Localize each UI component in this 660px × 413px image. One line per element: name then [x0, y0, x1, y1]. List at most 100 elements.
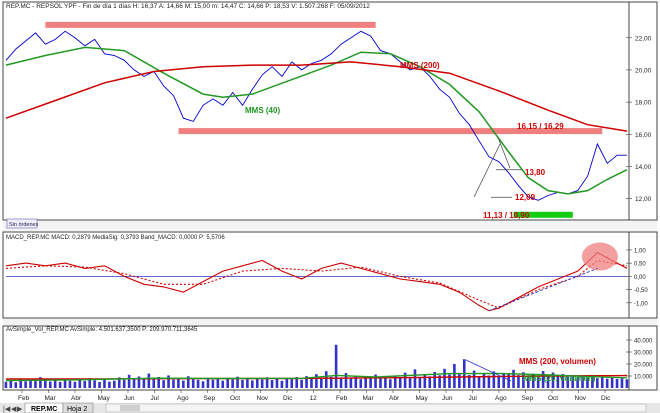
- volume-bar: [591, 376, 594, 388]
- volume-bar: [251, 380, 254, 388]
- volume-bar: [295, 377, 298, 388]
- volume-bar: [472, 370, 476, 388]
- x-axis-layer: Feb Mar Abr May Jun Jul Ago Sep Oct Nov Dic 12 Feb Ma…: [18, 390, 611, 402]
- volume-bar: [389, 379, 392, 388]
- volume-bar: [137, 376, 141, 388]
- volume-bar: [384, 377, 387, 388]
- volume-bar: [418, 377, 422, 388]
- volume-bar: [556, 375, 560, 388]
- volume-bar: [596, 378, 599, 388]
- horizontal-scrollbar[interactable]: [105, 403, 647, 413]
- x-tick-label: Mar: [45, 395, 57, 402]
- volume-bar: [206, 378, 210, 388]
- volume-bar: [497, 376, 501, 388]
- support-line-support: [178, 128, 603, 135]
- orders-badge-box[interactable]: [6, 218, 38, 229]
- splitter-2[interactable]: [3, 319, 657, 325]
- volume-axis-panel: [628, 325, 658, 391]
- price-tick-label: 20,00: [635, 67, 652, 74]
- volume-bar: [428, 376, 432, 388]
- volume-bar: [231, 379, 234, 388]
- tab-next-button[interactable]: ▶: [17, 406, 23, 413]
- volume-bar: [620, 378, 624, 388]
- volume-bar: [334, 344, 338, 388]
- volume-bar: [157, 376, 160, 388]
- volume-tick-label: 30.000: [634, 351, 653, 357]
- x-tick-label: 12: [310, 395, 318, 402]
- x-tick-label: Oct: [548, 395, 558, 402]
- volume-bar: [487, 375, 491, 388]
- volume-bar: [571, 375, 574, 388]
- x-tick-label: Feb: [336, 395, 348, 402]
- volume-bar: [162, 380, 165, 388]
- volume-bar: [265, 377, 269, 388]
- volume-bar: [241, 379, 244, 388]
- splitter-1[interactable]: [3, 221, 657, 231]
- price-axis-panel: [628, 1, 658, 221]
- annotation-label: MMS (40): [245, 106, 280, 115]
- volume-bar: [364, 376, 367, 388]
- x-tick-label: May: [98, 395, 111, 402]
- macd-trend-line: [488, 268, 598, 312]
- volume-bar: [103, 379, 106, 388]
- volume-bar: [625, 379, 629, 388]
- volume-bar: [561, 374, 565, 388]
- volume-bar: [19, 379, 22, 388]
- volume-bar: [522, 372, 525, 388]
- volume-bar: [507, 374, 510, 388]
- volume-bar: [191, 379, 195, 388]
- tab-prev-button[interactable]: ◀: [11, 406, 17, 413]
- volume-bar: [477, 376, 481, 388]
- volume-bar: [605, 378, 609, 388]
- volume-bar: [527, 376, 530, 388]
- tab-hoja-2[interactable]: [62, 402, 94, 413]
- volume-bar: [344, 373, 348, 388]
- volume-tick-label: 20.000: [634, 363, 653, 369]
- volume-bar: [566, 376, 570, 388]
- tab-rep-mc-label: REP.MC: [31, 406, 57, 413]
- volume-bar: [246, 378, 249, 388]
- volume-average-line: [5, 372, 628, 382]
- volume-bar: [517, 375, 520, 388]
- sheet-tab-bar: |◀ ◀ ▶ REP.MC Hoja 2: [0, 402, 660, 413]
- annotation-label: 12,09: [515, 193, 536, 202]
- volume-bar: [615, 378, 619, 388]
- x-tick-label: Feb: [18, 395, 30, 402]
- volume-bar: [260, 379, 264, 388]
- volume-bar: [339, 377, 343, 388]
- volume-bar: [58, 381, 62, 388]
- volume-bar: [536, 375, 540, 388]
- volume-bar: [438, 375, 441, 388]
- x-tick-label: Ago: [495, 395, 507, 402]
- macd-panel: [2, 231, 630, 319]
- volume-bar: [300, 379, 303, 388]
- volume-bar: [349, 378, 353, 388]
- volume-bar: [290, 379, 294, 388]
- volume-bar: [379, 378, 382, 388]
- trend-line: [473, 143, 501, 198]
- volume-bar: [502, 372, 505, 388]
- moving-average-line: [5, 46, 628, 195]
- volume-bar: [581, 375, 584, 388]
- volume-bar: [48, 381, 52, 388]
- volume-panel-title: AvSimple_Vol_REP.MC AvSimple: 4.501.637,…: [6, 327, 198, 333]
- volume-bar: [329, 376, 333, 388]
- macd-signal-line: [5, 259, 628, 309]
- horizontal-scrollbar-thumb[interactable]: [120, 405, 140, 411]
- volume-bar: [531, 373, 535, 388]
- volume-bar: [44, 380, 47, 388]
- volume-bar: [255, 378, 259, 388]
- x-tick-label: Mar: [363, 395, 375, 402]
- volume-bar: [108, 381, 111, 388]
- volume-bar: [226, 377, 229, 388]
- volume-bar: [403, 372, 407, 388]
- volume-bar: [113, 380, 116, 388]
- volume-bar: [14, 382, 18, 388]
- orders-badge[interactable]: Sin órdenes: [9, 222, 39, 228]
- volume-bar: [122, 379, 126, 388]
- price-tick-label: 14,00: [635, 164, 652, 171]
- volume-bar: [315, 374, 318, 388]
- tab-first-button[interactable]: |◀: [3, 406, 11, 413]
- price-tick-label: 18,00: [635, 100, 652, 107]
- annotation-label: MMS (200): [400, 61, 440, 70]
